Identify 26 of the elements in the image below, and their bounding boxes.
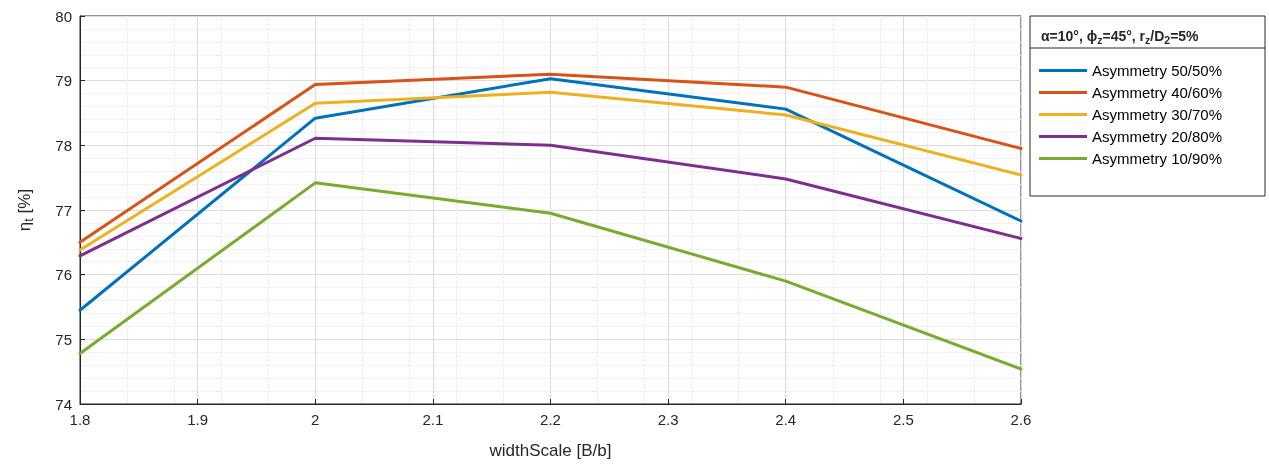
x-tick-label: 2.3 (657, 411, 679, 428)
y-axis-title: ηt [%] (14, 188, 36, 232)
legend-label: Asymmetry 50/50% (1092, 62, 1223, 79)
y-tick-label: 74 (55, 395, 72, 413)
y-tick-label: 77 (55, 201, 72, 219)
line-series (78, 181, 1023, 371)
y-tick-label: 79 (55, 72, 72, 90)
x-tick-label: 2.4 (775, 411, 797, 428)
legend-label: Asymmetry 20/80% (1092, 128, 1223, 145)
x-tick-label: 2.2 (540, 411, 561, 428)
y-tick-label: 75 (55, 330, 72, 348)
x-axis-title: widthScale [B/b] (488, 441, 612, 460)
x-tick-label: 2.1 (422, 411, 444, 428)
legend-label: Asymmetry 40/60% (1092, 84, 1223, 101)
legend-label: Asymmetry 10/90% (1092, 150, 1223, 167)
x-tick-label: 1.9 (187, 411, 209, 428)
x-tick-label: 2.6 (1010, 411, 1032, 428)
x-tick-label: 2 (311, 411, 320, 428)
x-tick-label: 2.5 (892, 411, 914, 428)
legend-label: Asymmetry 30/70% (1092, 106, 1223, 123)
line-series (78, 136, 1023, 258)
y-tick-label: 76 (55, 266, 72, 284)
line-series (78, 77, 1023, 312)
y-tick-label: 80 (55, 7, 72, 25)
x-tick-label: 1.8 (69, 411, 91, 428)
y-tick-label: 78 (55, 136, 72, 154)
